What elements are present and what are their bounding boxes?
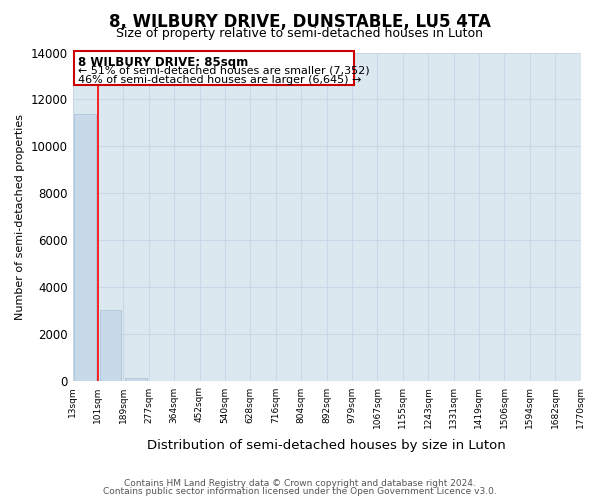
Text: 8, WILBURY DRIVE, DUNSTABLE, LU5 4TA: 8, WILBURY DRIVE, DUNSTABLE, LU5 4TA (109, 12, 491, 30)
Text: 8 WILBURY DRIVE: 85sqm: 8 WILBURY DRIVE: 85sqm (77, 56, 248, 69)
Text: Size of property relative to semi-detached houses in Luton: Size of property relative to semi-detach… (116, 28, 484, 40)
Text: Contains public sector information licensed under the Open Government Licence v3: Contains public sector information licen… (103, 488, 497, 496)
Bar (125, 378, 147, 382)
Text: 46% of semi-detached houses are larger (6,645) →: 46% of semi-detached houses are larger (… (77, 75, 361, 85)
Y-axis label: Number of semi-detached properties: Number of semi-detached properties (15, 114, 25, 320)
Text: Contains HM Land Registry data © Crown copyright and database right 2024.: Contains HM Land Registry data © Crown c… (124, 478, 476, 488)
X-axis label: Distribution of semi-detached houses by size in Luton: Distribution of semi-detached houses by … (147, 440, 506, 452)
Bar (74, 114, 96, 382)
Text: ← 51% of semi-detached houses are smaller (7,352): ← 51% of semi-detached houses are smalle… (77, 66, 369, 76)
Bar (100, 310, 121, 382)
FancyBboxPatch shape (74, 52, 355, 86)
